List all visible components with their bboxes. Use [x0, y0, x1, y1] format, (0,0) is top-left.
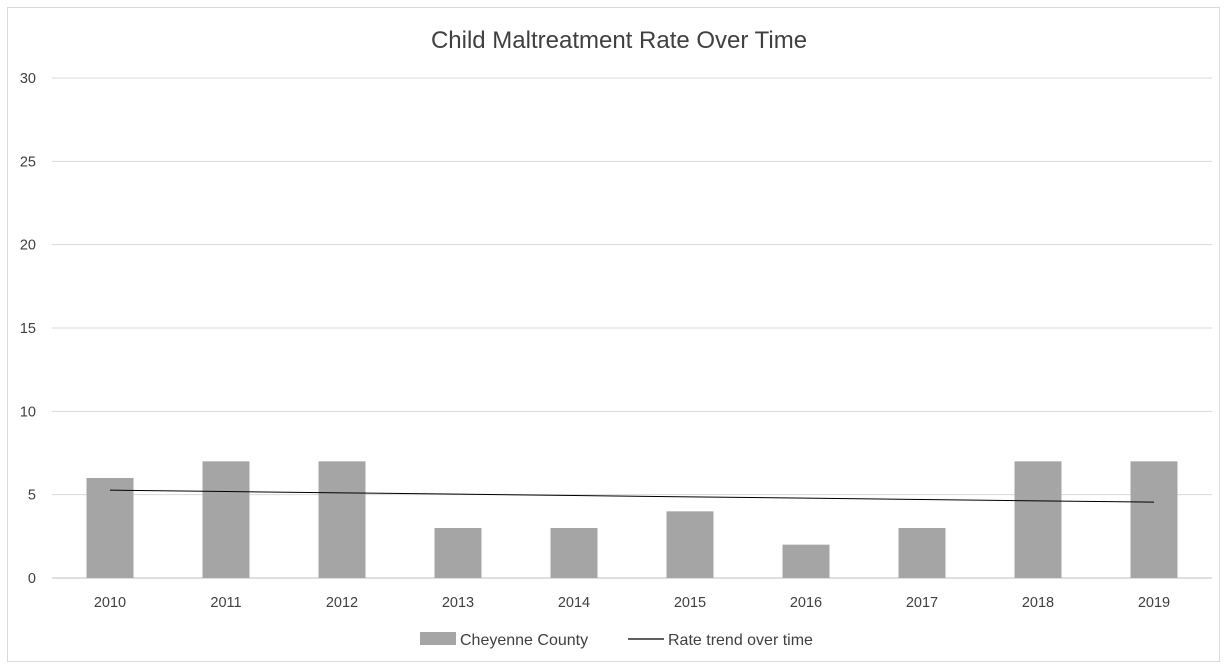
legend-label-line: Rate trend over time	[668, 632, 813, 649]
y-tick-label: 25	[20, 154, 36, 170]
x-tick-label: 2017	[906, 595, 938, 611]
x-tick-label: 2012	[326, 595, 358, 611]
trend-series	[109, 489, 1155, 503]
bar	[550, 528, 598, 578]
x-tick-label: 2014	[558, 595, 590, 611]
bar	[434, 528, 482, 578]
x-tick-label: 2013	[442, 595, 474, 611]
bar	[1130, 461, 1178, 578]
bar	[318, 461, 366, 578]
bar	[666, 511, 714, 578]
x-tick-label: 2018	[1022, 595, 1054, 611]
y-tick-label: 10	[20, 404, 36, 420]
x-tick-label: 2010	[94, 595, 126, 611]
y-tick-label: 0	[28, 571, 36, 587]
legend: Cheyenne County Rate trend over time	[420, 632, 813, 649]
x-tick-label: 2016	[790, 595, 822, 611]
bar	[202, 461, 250, 578]
legend-label-bar: Cheyenne County	[460, 632, 588, 649]
bar	[782, 544, 830, 578]
bar	[86, 478, 134, 578]
bar	[1014, 461, 1062, 578]
x-tick-label: 2011	[210, 595, 241, 611]
bar	[898, 528, 946, 578]
legend-swatch-bar	[420, 632, 456, 645]
trend-line	[109, 489, 1155, 503]
x-tick-label: 2015	[674, 595, 706, 611]
y-axis-ticks: 0 5 10 15 20 25 30	[20, 71, 36, 587]
y-tick-label: 5	[28, 488, 36, 504]
bar-series	[86, 461, 1178, 578]
y-tick-label: 15	[20, 321, 36, 337]
y-tick-label: 30	[20, 71, 36, 87]
x-tick-label: 2019	[1138, 595, 1170, 611]
chart-title: Child Maltreatment Rate Over Time	[431, 27, 807, 54]
x-axis-ticks: 2010 2011 2012 2013 2014 2015 2016 2017 2018 2019	[94, 595, 1170, 611]
y-tick-label: 20	[20, 238, 36, 254]
